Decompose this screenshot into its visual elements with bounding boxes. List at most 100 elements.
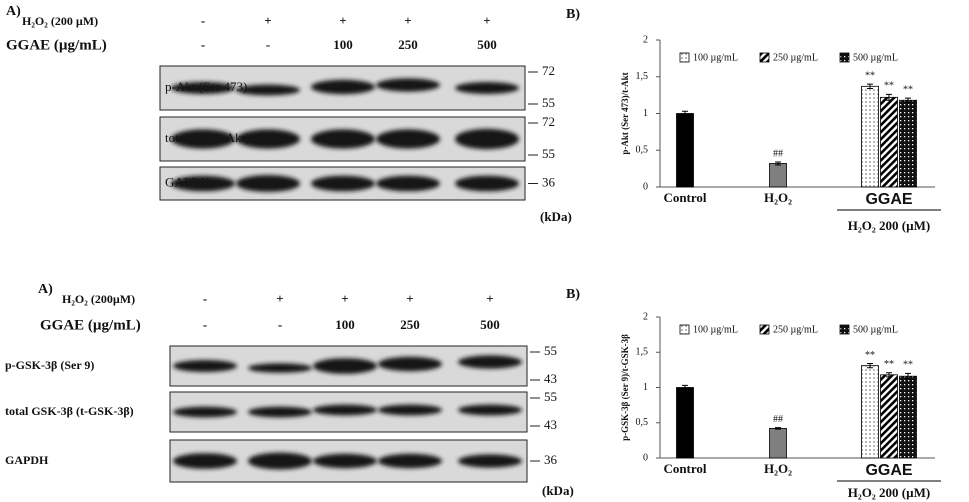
unit-label: (kDa)	[540, 209, 572, 224]
significance-marker: **	[903, 84, 913, 95]
y-tick-label: 1	[643, 108, 648, 119]
treatment-value: 250	[398, 37, 418, 52]
bar	[861, 365, 879, 459]
legend-label: 500 µg/mL	[853, 324, 898, 335]
error-bar	[905, 97, 911, 103]
treatment-value: 250	[400, 317, 420, 332]
y-axis-label: p-Akt (Ser 473)/t-Akt	[620, 72, 630, 154]
y-tick-label: 0	[643, 181, 648, 192]
x-tick-label: H₂O₂	[764, 461, 792, 476]
significance-marker: **	[903, 360, 913, 371]
error-bar	[905, 372, 911, 380]
bar	[676, 113, 694, 188]
error-bar	[775, 161, 781, 166]
band-label: total GSK-3β (t-GSK-3β)	[5, 404, 134, 418]
treatment-value: -	[278, 317, 282, 332]
treatment-value: +	[339, 13, 346, 28]
bar	[769, 427, 787, 459]
treatment-value: -	[201, 37, 205, 52]
blot-band	[378, 356, 442, 372]
treatment-value: +	[483, 13, 490, 28]
blot-band	[376, 175, 440, 192]
legend-swatch	[839, 52, 850, 63]
y-tick-label: 2	[643, 34, 648, 45]
error-bar	[886, 93, 892, 101]
bar	[861, 85, 879, 188]
error-bar	[886, 372, 892, 378]
blot-band	[455, 82, 519, 94]
blot-band	[248, 452, 312, 470]
treatment-label: GGAE (µg/mL)	[6, 37, 107, 53]
marker-label: 43	[544, 417, 557, 432]
blot-band	[458, 454, 522, 468]
legend-label: 100 µg/mL	[693, 324, 738, 335]
marker-label: 72	[542, 63, 555, 78]
legend-label: 250 µg/mL	[773, 52, 818, 63]
significance-marker: **	[884, 81, 894, 92]
treatment-value: -	[266, 37, 270, 52]
error-bar	[867, 363, 873, 369]
panel-label: B)	[566, 287, 580, 302]
blot-band	[313, 404, 377, 416]
marker-label: 36	[542, 174, 556, 189]
blot-band	[376, 78, 440, 92]
marker-label: 55	[544, 389, 557, 404]
panel-label: A)	[6, 4, 21, 19]
blot-band	[171, 175, 235, 192]
legend-swatch	[839, 324, 850, 335]
blot-band	[455, 128, 519, 150]
blot-band	[171, 129, 235, 149]
x-tick-label: Control	[663, 190, 706, 205]
marker-label: 55	[544, 343, 557, 358]
y-tick-label: 2	[643, 311, 648, 322]
treatment-value: +	[341, 291, 348, 306]
treatment-value: +	[264, 13, 271, 28]
panel-label: A)	[38, 282, 53, 297]
treatment-label: H₂O₂ 200 (µM)	[848, 485, 930, 500]
treatment-value: +	[404, 13, 411, 28]
y-tick-label: 1,5	[636, 71, 649, 82]
y-tick-label: 0,5	[636, 145, 649, 156]
blot-band	[313, 358, 377, 374]
error-bar	[867, 83, 873, 90]
treatment-label: H₂O₂ (200µM)	[62, 292, 135, 306]
blot-band	[311, 129, 375, 149]
blot-band	[173, 406, 237, 418]
blot-band	[376, 129, 440, 149]
treatment-value: 100	[333, 37, 353, 52]
treatment-value: +	[276, 291, 283, 306]
y-tick-label: 0,5	[636, 417, 649, 428]
bar	[880, 374, 898, 459]
significance-marker: ##	[773, 148, 783, 159]
x-tick-label: H₂O₂	[764, 190, 792, 205]
legend-label: 250 µg/mL	[773, 324, 818, 335]
blot-band	[311, 79, 375, 95]
treatment-value: +	[486, 291, 493, 306]
treatment-value: -	[203, 291, 207, 306]
legend-label: 500 µg/mL	[853, 52, 898, 63]
bar	[899, 375, 917, 459]
blot-band	[378, 453, 442, 469]
legend-swatch	[759, 52, 770, 63]
band-label: GAPDH	[5, 453, 49, 467]
blot-band	[248, 406, 312, 418]
blot-band	[173, 453, 237, 469]
bar	[899, 99, 917, 188]
panel-label: B)	[566, 7, 580, 22]
treatment-value: 500	[477, 37, 497, 52]
blot-band	[458, 404, 522, 416]
significance-marker: ##	[773, 414, 783, 425]
group-label: GGAE	[865, 191, 912, 208]
blot-band	[171, 82, 235, 94]
marker-label: 55	[542, 95, 555, 110]
blot-band	[236, 129, 300, 149]
bar	[676, 387, 694, 459]
y-tick-label: 0	[643, 452, 648, 463]
legend-swatch	[679, 324, 690, 335]
x-tick-label: Control	[663, 461, 706, 476]
treatment-value: 100	[335, 317, 355, 332]
treatment-label: H₂O₂ (200 µM)	[22, 14, 98, 28]
marker-label: 72	[542, 114, 555, 129]
treatment-value: +	[406, 291, 413, 306]
